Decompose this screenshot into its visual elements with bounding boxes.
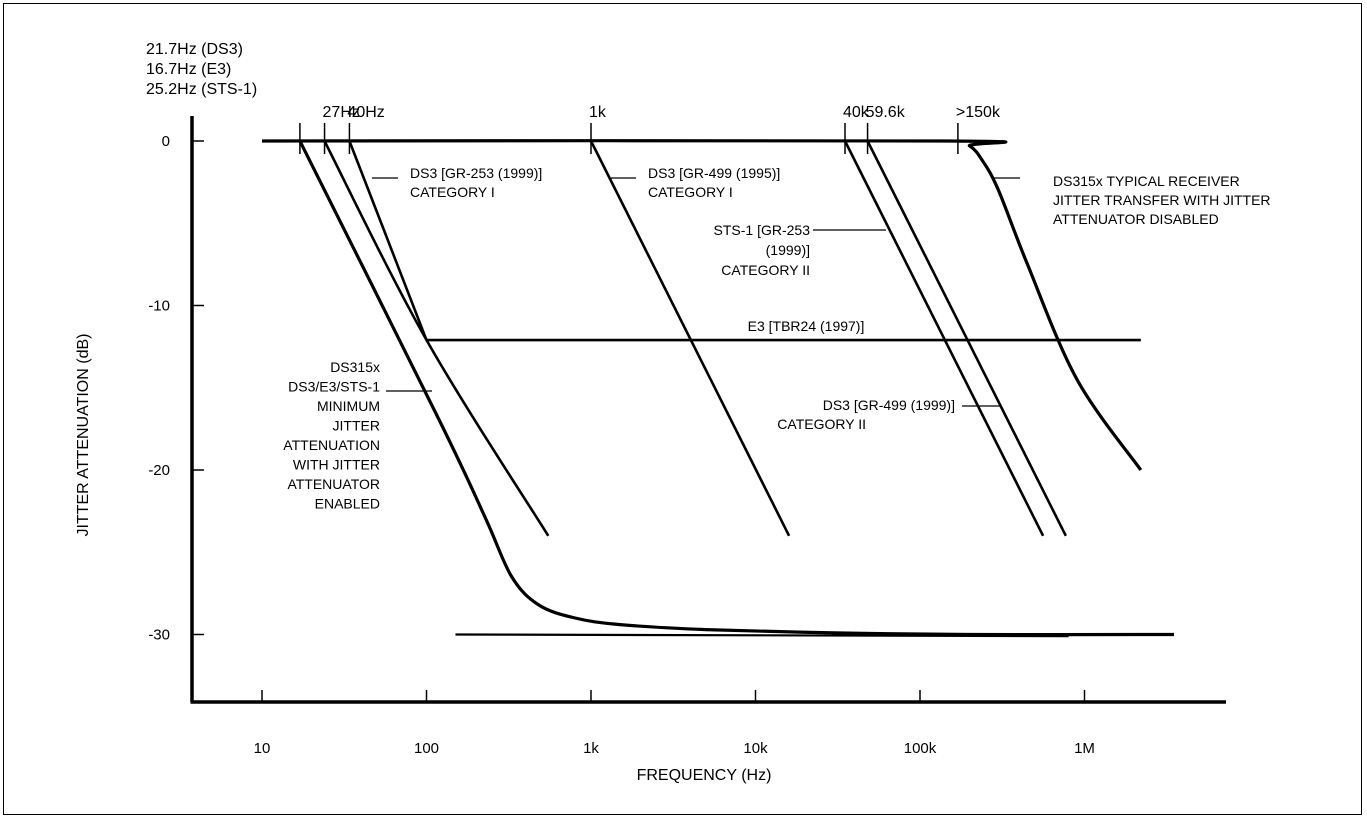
x-tick-label: 1k	[583, 740, 599, 757]
series-line-4	[348, 140, 428, 341]
annotation-text: DS3 [GR-253 (1999)]	[410, 165, 542, 181]
annotation-text: CATEGORY II	[721, 262, 810, 278]
top-marker-label: 59.6k	[866, 104, 906, 121]
figure-frame	[3, 3, 1362, 815]
y-axis-title: JITTER ATTENUATION (dB)	[75, 334, 92, 537]
x-tick-label: 100	[414, 740, 439, 757]
annotation-text: JITTER	[333, 418, 380, 434]
annotation-text: ATTENUATION	[283, 437, 380, 453]
x-tick-label: 10k	[743, 740, 768, 757]
series-line-6	[589, 140, 791, 537]
top-marker-label: 40Hz	[347, 104, 384, 121]
annotation-text: JITTER TRANSFER WITH JITTER	[1053, 192, 1271, 208]
series-line-0	[261, 139, 1143, 471]
x-tick-label: 100k	[904, 740, 937, 757]
annotation-text: CATEGORY II	[777, 416, 866, 432]
y-tick-label: -30	[148, 627, 170, 644]
annotation-text: MINIMUM	[317, 398, 380, 414]
top-marker-label: 1k	[589, 104, 607, 121]
annotation-text: DS315x TYPICAL RECEIVER	[1053, 173, 1240, 189]
annotation-text: E3 [TBR24 (1997)]	[748, 318, 865, 334]
y-tick-label: -20	[148, 462, 170, 479]
x-tick-label: 10	[254, 740, 271, 757]
x-axis-title: FREQUENCY (Hz)	[637, 767, 772, 784]
annotation-text: CATEGORY I	[648, 184, 733, 200]
corner-label: 25.2Hz (STS-1)	[146, 81, 257, 98]
y-tick-label: 0	[162, 133, 170, 150]
corner-label: 21.7Hz (DS3)	[146, 41, 243, 58]
annotation-text: WITH JITTER	[293, 457, 380, 473]
annotation-text: DS3 [GR-499 (1995)]	[648, 165, 780, 181]
series-line-8	[866, 140, 1067, 537]
top-marker-label: >150k	[956, 104, 1001, 121]
annotation-text: DS3 [GR-499 (1999)]	[823, 397, 955, 413]
x-tick-label: 1M	[1074, 740, 1095, 757]
annotation-text: CATEGORY I	[410, 184, 495, 200]
annotation-text: ATTENUATOR	[287, 476, 380, 492]
series-line-1	[298, 140, 1175, 637]
annotation-text: ENABLED	[315, 496, 380, 512]
corner-label: 16.7Hz (E3)	[146, 61, 231, 78]
series-line-2	[455, 633, 1069, 638]
top-marker-label: 27Hz	[323, 104, 360, 121]
annotation-text: STS-1 [GR-253	[714, 222, 811, 238]
y-tick-label: -10	[148, 298, 170, 315]
top-marker-label: 40k	[843, 104, 870, 121]
series-line-7	[843, 140, 1045, 537]
annotation-text: DS3/E3/STS-1	[288, 379, 380, 395]
annotation-text: DS315x	[330, 359, 380, 375]
annotation-text: ATTENUATOR DISABLED	[1053, 211, 1219, 227]
annotation-text: (1999)]	[766, 242, 810, 258]
